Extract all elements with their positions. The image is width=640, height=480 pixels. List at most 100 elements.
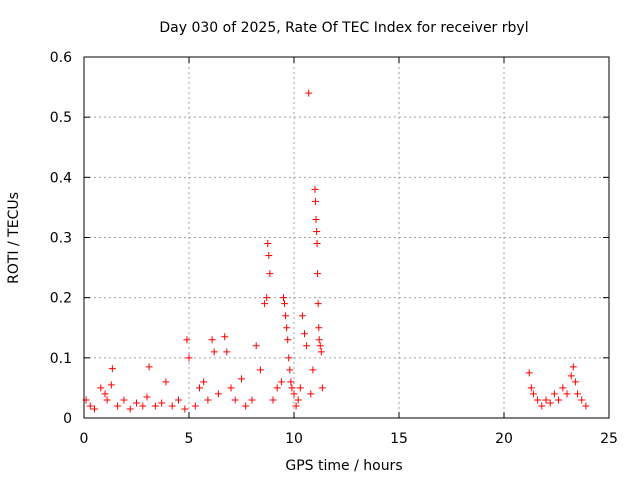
data-point-marker (567, 372, 575, 380)
data-point-marker (296, 384, 304, 392)
data-point-marker (309, 366, 317, 374)
data-point-marker (290, 390, 298, 398)
data-point-marker (318, 384, 326, 392)
data-point-marker (210, 348, 218, 356)
data-point-marker (571, 378, 579, 386)
data-point-marker (301, 330, 308, 338)
data-point-marker (546, 399, 554, 407)
data-point-marker (108, 365, 116, 373)
data-point-marker (175, 396, 182, 404)
data-point-marker (97, 384, 105, 392)
data-point-marker (287, 378, 295, 386)
data-point-marker (86, 402, 94, 410)
data-point-marker (264, 240, 272, 248)
data-point-marker (288, 384, 296, 392)
data-point-marker (181, 405, 189, 413)
data-point-marker (114, 402, 122, 410)
y-tick-label: 0.4 (50, 170, 72, 186)
data-point-marker (315, 336, 323, 344)
data-point-marker (578, 396, 586, 404)
data-point-marker (252, 342, 260, 350)
data-point-marker (256, 366, 264, 374)
data-point-marker (550, 390, 558, 398)
data-point-marker (305, 89, 313, 97)
data-point-marker (316, 342, 324, 350)
data-point-marker (227, 384, 235, 392)
data-point-marker (311, 197, 319, 205)
data-point-marker (185, 354, 193, 362)
data-point-marker (311, 185, 319, 193)
data-point-marker (307, 390, 315, 398)
data-point-marker (314, 270, 322, 278)
data-point-marker (231, 396, 239, 404)
grid-lines (84, 57, 609, 418)
data-point-marker (555, 396, 563, 404)
data-point-marker (221, 333, 229, 341)
data-point-marker (294, 396, 302, 404)
data-point-marker (183, 336, 191, 344)
data-point-marker (204, 396, 212, 404)
data-point-marker (538, 402, 546, 410)
y-tick-label: 0.5 (50, 110, 72, 126)
data-point-marker (282, 312, 290, 320)
plot-frame (83, 56, 610, 419)
data-point-marker (196, 384, 203, 392)
data-point-marker (133, 399, 140, 407)
axis-ticks: 0 5 10 15 20 25 0 0.1 0.2 0.3 0.4 0.5 0.6 (50, 50, 618, 447)
data-point-marker (525, 369, 533, 377)
data-point-marker (317, 348, 325, 356)
data-point-marker (143, 393, 151, 401)
x-tick-label: 0 (80, 431, 89, 447)
x-tick-label: 25 (600, 431, 618, 447)
data-point-marker (139, 402, 147, 410)
data-point-marker (559, 384, 567, 392)
data-point-marker (223, 348, 231, 356)
data-point-marker (238, 375, 245, 383)
chart-title: Day 030 of 2025, Rate Of TEC Index for r… (159, 20, 528, 36)
data-point-marker (120, 396, 128, 404)
data-point-marker (280, 294, 287, 302)
data-point-marker (534, 396, 542, 404)
data-point-marker (158, 399, 166, 407)
data-point-marker (101, 390, 109, 398)
data-point-marker (314, 300, 322, 308)
y-tick-label: 0 (63, 411, 72, 427)
data-point-marker (145, 363, 153, 371)
data-point-marker (574, 390, 581, 398)
data-point-marker (569, 363, 577, 371)
data-point-marker (269, 396, 277, 404)
data-point-marker (162, 378, 170, 386)
data-point-marker (103, 396, 111, 404)
data-point-marker (563, 390, 571, 398)
data-point-marker (200, 378, 208, 386)
data-point-marker (214, 390, 222, 398)
data-point-marker (303, 342, 311, 350)
y-tick-label: 0.1 (50, 351, 72, 367)
x-tick-label: 10 (285, 431, 303, 447)
y-tick-label: 0.6 (50, 50, 72, 66)
data-point-marker (292, 402, 300, 410)
data-point-marker (248, 396, 256, 404)
data-point-marker (285, 354, 293, 362)
data-point-marker (313, 227, 321, 235)
data-point-marker (527, 384, 535, 392)
data-point-marker (284, 336, 292, 344)
data-point-marker (582, 402, 590, 410)
x-tick-label: 15 (390, 431, 408, 447)
x-tick-label: 5 (185, 431, 194, 447)
data-point-marker (277, 378, 285, 386)
data-point-marker (263, 294, 271, 302)
data-point-marker (265, 252, 273, 260)
y-axis-label: ROTI / TECUs (6, 192, 22, 284)
data-point-marker (168, 402, 176, 410)
data-point-marker (286, 366, 294, 374)
x-axis-label: GPS time / hours (285, 458, 402, 474)
data-point-marker (91, 405, 98, 413)
data-point-marker (261, 300, 269, 308)
data-point-marker (529, 390, 537, 398)
data-point-marker (313, 240, 321, 248)
data-point-marker (208, 336, 216, 344)
data-point-marker (281, 300, 289, 308)
data-point-marker (242, 402, 250, 410)
